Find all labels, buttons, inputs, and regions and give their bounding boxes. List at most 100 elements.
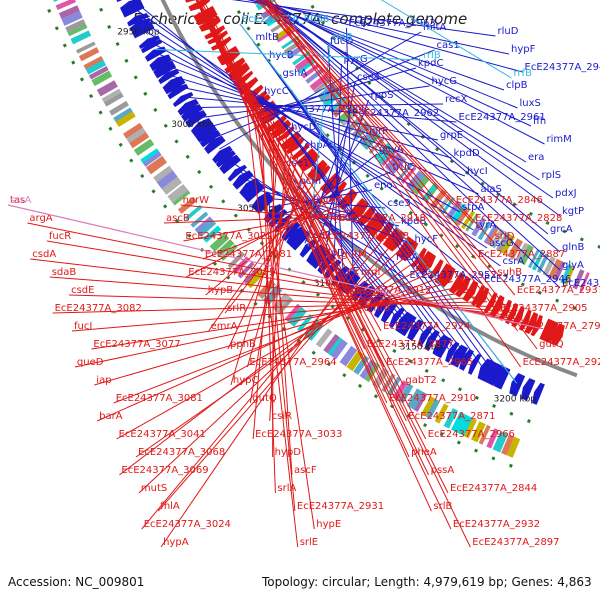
reverse-gene-label: EcE24377A_2905 — [500, 303, 587, 314]
cog-reverse-block-15 — [489, 228, 505, 249]
forward-gene-label: mazG — [327, 212, 356, 223]
reverse-gene-label: barA — [99, 411, 123, 422]
reverse-gene-arrow-41 — [291, 142, 310, 161]
reverse-gene-arrow-45 — [270, 119, 292, 138]
cog-forward-block-4 — [478, 424, 491, 445]
forward-gene-leader-line — [144, 30, 474, 231]
reverse-gene-arrow-40 — [295, 148, 316, 167]
reverse-gene-leader-line — [91, 291, 470, 350]
forward-gene-arrow-69 — [116, 0, 123, 3]
cog-forward-block-75 — [78, 47, 100, 62]
reverse-gene-label: proX — [319, 195, 342, 206]
forward-gene-label: fucA — [313, 194, 335, 205]
reverse-gene-label: gutM — [341, 249, 366, 260]
reverse-gene-arrow-4 — [524, 311, 539, 335]
forward-gene-arrow-63 — [138, 35, 160, 50]
cog-forward-block-3 — [486, 428, 500, 449]
forward-gene-leader-line — [219, 31, 422, 150]
forward-gene-arrow-43 — [232, 170, 254, 190]
cog-forward-block-13 — [412, 391, 428, 412]
forward-gene-label: hypF — [511, 44, 536, 55]
reverse-gene-label: srlB — [433, 501, 452, 512]
cog-forward-block-78 — [67, 24, 88, 37]
forward-gene-arrow-7 — [477, 358, 492, 381]
reverse-gene-label: sdaB — [52, 267, 77, 278]
cog-reverse-block-33 — [400, 166, 417, 184]
cog-forward-block-58 — [145, 155, 168, 175]
reverse-gene-label: EcE24377A_2828 — [475, 213, 562, 224]
cog-forward-block-76 — [76, 41, 96, 54]
reverse-gene-label: fucI — [74, 321, 92, 332]
reverse-gene-leader-line — [71, 296, 479, 332]
cog-forward-block-56 — [156, 169, 178, 189]
forward-gene-arrow-45 — [219, 154, 241, 175]
reverse-gene-label: EcE24377A_3081 — [116, 393, 203, 404]
cog-forward-block-0 — [506, 436, 521, 458]
reverse-gene-leader-line — [30, 258, 514, 317]
forward-gene-leader-line — [246, 0, 510, 55]
reverse-gene-label: EcE24377A_2918 — [339, 213, 426, 224]
kbp-tick-label: 3200 kbp — [494, 394, 537, 404]
forward-gene-arrow-60 — [149, 54, 172, 72]
forward-gene-arrow-55 — [172, 92, 194, 108]
reverse-gene-arrow-26 — [375, 221, 395, 243]
reverse-gene-label: argA — [29, 213, 52, 224]
reverse-gene-leader-line — [252, 128, 281, 440]
cog-forward-block-14 — [406, 388, 425, 410]
cog-reverse-block-8 — [531, 250, 545, 271]
forward-gene-label: EcE24377A_2903 — [562, 278, 600, 289]
forward-gene-arrow-18 — [395, 311, 412, 333]
cog-forward-block-28 — [315, 328, 333, 348]
reverse-gene-leader-line — [96, 269, 436, 422]
forward-gene-label: hycF — [415, 234, 439, 245]
cog-forward-block-8 — [451, 411, 466, 433]
cog-forward-block-63 — [124, 125, 146, 144]
reverse-gene-leader-line — [69, 294, 497, 308]
cog-reverse-block-9 — [528, 249, 540, 269]
forward-gene-label: EcE24377A_2962 — [352, 108, 439, 119]
forward-gene-leader-line — [280, 77, 483, 368]
forward-gene-arrow-34 — [286, 226, 307, 247]
cog-forward-block-54 — [167, 184, 189, 203]
rna-gene-leader-line — [380, 0, 512, 79]
forward-gene-label: stpA — [462, 202, 484, 213]
reverse-gene-label: suhB — [497, 267, 522, 278]
forward-gene-arrow-10 — [450, 344, 469, 368]
cog-forward-block-5 — [470, 421, 486, 443]
pseudo-gene-leader-line — [7, 204, 542, 330]
rna-gene-leader-line — [307, 41, 331, 247]
forward-gene-leader-line — [263, 0, 561, 271]
forward-gene-label: kgtP — [562, 206, 584, 217]
reverse-gene-leader-line — [272, 121, 275, 458]
reverse-gene-leader-line — [249, 88, 315, 530]
forward-gene-arrow-52 — [185, 110, 207, 128]
forward-gene-label: rpoS — [371, 90, 394, 101]
forward-gene-arrow-12 — [434, 335, 452, 359]
cog-forward-block-83 — [53, 0, 59, 2]
cog-forward-block-59 — [141, 149, 162, 167]
forward-gene-leader-line — [203, 67, 417, 129]
reverse-gene-label: queD — [77, 357, 104, 368]
cog-forward-block-49 — [194, 216, 213, 233]
forward-gene-arrow-35 — [281, 221, 301, 242]
forward-gene-label: hycC — [264, 86, 289, 97]
forward-gene-label: pdxJ — [555, 188, 577, 199]
forward-gene-label: alaS — [481, 184, 502, 195]
reverse-gene-leader-line — [141, 234, 388, 530]
reverse-gene-leader-line — [258, 0, 477, 260]
forward-gene-label: luxS — [520, 98, 541, 109]
cog-reverse-block-59 — [292, 51, 311, 66]
cog-reverse-block-38 — [377, 146, 395, 165]
cog-reverse-block-5 — [548, 258, 563, 280]
reverse-gene-label: norW — [183, 195, 210, 206]
cog-forward-block-24 — [339, 345, 358, 367]
forward-gene-label: EcE24377A_2945 — [525, 62, 600, 73]
forward-gene-label: kpdB — [401, 216, 426, 227]
forward-gene-arrow-47 — [212, 145, 233, 164]
reverse-gene-label: gutQ — [539, 339, 564, 350]
forward-gene-arrow-66 — [127, 13, 149, 27]
forward-gene-label: clpB — [506, 80, 528, 91]
forward-gene-label: EcE24377A_2952 — [410, 270, 497, 281]
cog-reverse-block-6 — [542, 256, 556, 277]
